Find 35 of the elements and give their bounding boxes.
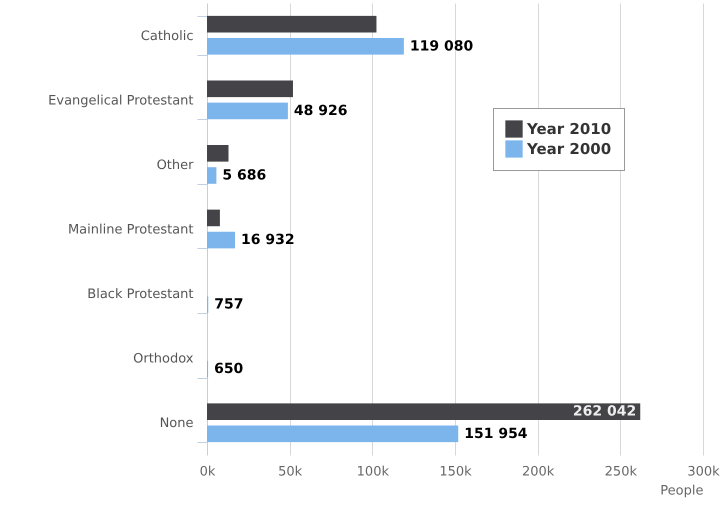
bar <box>207 38 404 55</box>
data-label: 48 926 <box>294 102 348 119</box>
legend-label: Year 2010 <box>526 120 612 138</box>
bar <box>207 403 640 420</box>
x-axis-title: People <box>660 484 704 498</box>
x-tick-label: 50k <box>278 464 303 480</box>
bar <box>207 16 376 33</box>
y-tick-label: Catholic <box>140 28 194 44</box>
y-tick-label: Black Protestant <box>87 287 194 302</box>
x-tick-label: 200k <box>522 464 555 480</box>
x-tick-label: 300k <box>687 464 720 480</box>
y-tick-label: Orthodox <box>133 352 194 367</box>
data-label: 650 <box>214 361 244 378</box>
x-tick-label: 250k <box>604 464 638 480</box>
bar <box>207 145 228 162</box>
x-tick-label: 100k <box>356 464 390 480</box>
y-tick-label: None <box>160 416 194 432</box>
bar <box>207 80 293 98</box>
y-tick-label: Other <box>156 158 194 173</box>
x-tick-label: 0k <box>200 464 216 480</box>
data-label: 119 080 <box>410 38 474 54</box>
bar <box>207 210 220 226</box>
data-label: 262 042 <box>572 404 636 420</box>
y-tick-label: Mainline Protestant <box>68 222 194 238</box>
bar <box>207 167 216 184</box>
y-tick-label: Evangelical Protestant <box>48 93 194 108</box>
x-tick-label: 150k <box>439 464 472 480</box>
data-label: 5 686 <box>222 168 266 184</box>
bar <box>207 232 235 248</box>
data-label: 151 954 <box>464 426 528 442</box>
data-label: 757 <box>214 296 244 313</box>
bar <box>207 102 288 120</box>
legend-label: Year 2000 <box>526 140 612 158</box>
bar <box>207 425 458 442</box>
data-label: 16 932 <box>240 232 295 248</box>
